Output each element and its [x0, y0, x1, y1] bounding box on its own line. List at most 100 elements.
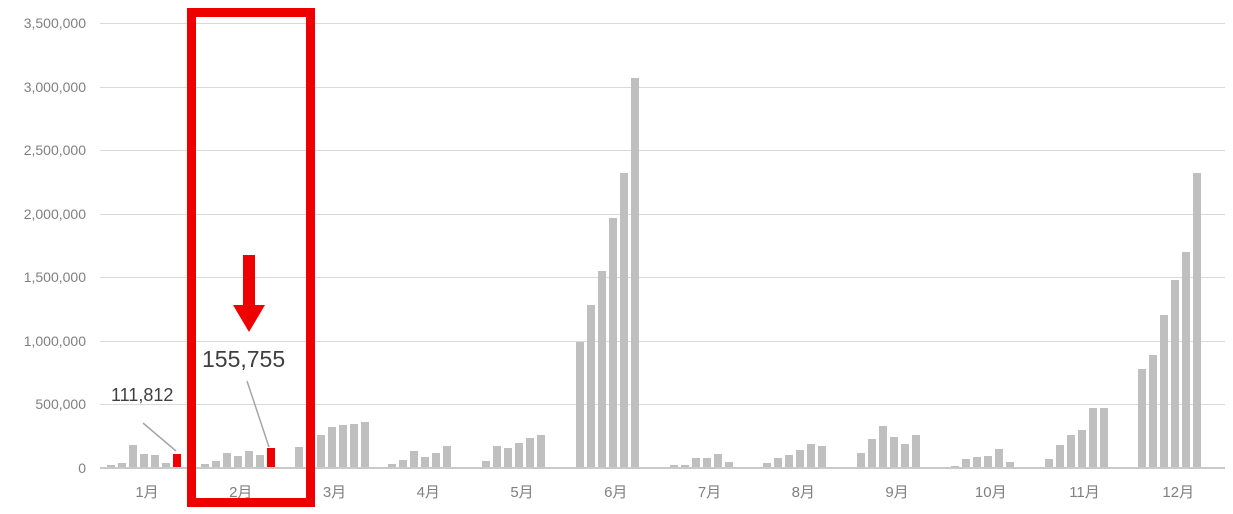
bar-11月-4	[1077, 429, 1086, 468]
x-tick-label-1月: 1月	[135, 484, 159, 501]
x-tick-label-3月: 3月	[322, 484, 347, 501]
bar-2月-6	[255, 455, 264, 468]
bar-4月-6	[443, 445, 452, 468]
gridline	[100, 277, 1225, 279]
data-label-jan: 111,812	[111, 385, 174, 405]
bar-8月-2	[774, 457, 783, 468]
x-tick-label-8月: 8月	[791, 484, 815, 501]
x-tick-label-7月: 7月	[697, 484, 722, 501]
bar-6月-1	[575, 342, 584, 468]
bar-4月-1	[388, 464, 397, 468]
y-tick-label: 0	[78, 460, 86, 476]
leader-line-jan	[142, 422, 177, 452]
y-tick-label: 3,500,000	[23, 15, 86, 31]
y-tick-label: 1,500,000	[23, 269, 86, 286]
x-tick-label-5月: 5月	[510, 484, 534, 501]
bar-6月-2	[586, 305, 595, 468]
bar-10月-6	[1005, 461, 1014, 468]
bar-4月-4	[421, 456, 430, 468]
bar-2月-2	[211, 461, 220, 468]
x-tick-label-9月: 9月	[885, 484, 909, 501]
gridline	[100, 213, 1225, 215]
bar-8月-6	[818, 445, 827, 468]
bar-2月-1	[200, 464, 209, 468]
bar-1月-6	[162, 462, 170, 468]
bar-8月-3	[785, 455, 794, 468]
bar-1月-5	[151, 454, 159, 468]
y-tick-label: 1,000,000	[23, 332, 86, 349]
x-tick-label-2月: 2月	[229, 484, 253, 501]
bar-12月-2	[1149, 354, 1158, 468]
bar-5月-3	[504, 447, 512, 468]
x-tick-label-10月: 10月	[974, 484, 1007, 501]
bar-7月-5	[713, 454, 722, 468]
gridline	[100, 340, 1225, 342]
bar-4月-2	[399, 460, 408, 468]
bar-6月-5	[619, 173, 628, 468]
bar-3月-5	[338, 424, 347, 468]
bar-8月-5	[807, 443, 816, 468]
highlight-rectangle	[187, 8, 315, 507]
bar-3月-1	[294, 447, 303, 468]
bar-12月-3	[1160, 315, 1169, 468]
x-tick-label-6月: 6月	[604, 484, 628, 501]
bar-5月-2	[493, 445, 501, 468]
highlight-bar-1月-7	[173, 453, 181, 468]
bar-5月-6	[537, 435, 545, 468]
gridline	[100, 404, 1225, 406]
bar-1月-4	[140, 454, 148, 468]
gridline	[100, 86, 1225, 88]
bar-1月-2	[118, 463, 126, 468]
bar-6月-3	[597, 270, 606, 468]
x-axis-line	[100, 467, 1225, 469]
bar-8月-1	[763, 463, 772, 468]
bar-7月-4	[702, 458, 711, 468]
down-arrow-head	[233, 305, 265, 332]
bar-3月-6	[349, 423, 358, 468]
bar-7月-6	[724, 462, 733, 468]
bar-12月-4	[1171, 279, 1180, 468]
bar-3月-4	[327, 426, 336, 468]
y-tick-label: 2,000,000	[23, 205, 86, 222]
bar-6月-6	[630, 77, 639, 468]
bar-10月-5	[994, 449, 1003, 468]
gridline	[100, 150, 1225, 152]
bar-6月-4	[608, 217, 617, 468]
bar-12月-5	[1182, 251, 1191, 468]
bar-10月-2	[961, 459, 970, 468]
x-tick-label-11月: 11月	[1069, 484, 1100, 501]
x-tick-label-4月: 4月	[416, 484, 440, 501]
bar-9月-6	[912, 435, 920, 468]
bar-4月-5	[432, 452, 441, 468]
bar-5月-5	[526, 437, 534, 468]
y-tick-label: 2,500,000	[23, 142, 86, 159]
bar-11月-1	[1044, 459, 1053, 468]
bar-7月-1	[669, 464, 678, 468]
down-arrow-shaft	[243, 255, 255, 305]
bar-5月-4	[515, 443, 523, 468]
bar-9月-3	[879, 425, 887, 468]
bar-11月-6	[1099, 408, 1108, 468]
bar-11月-5	[1088, 408, 1097, 468]
bar-12月-6	[1193, 173, 1202, 468]
bar-10月-4	[983, 455, 992, 468]
bar-9月-1	[857, 453, 865, 468]
bar-2月-4	[233, 456, 242, 468]
bar-1月-3	[129, 445, 137, 468]
x-tick-label-12月: 12月	[1162, 484, 1195, 501]
bar-10月-3	[972, 457, 981, 468]
bar-9月-4	[890, 436, 898, 468]
bar-5月-1	[482, 460, 490, 468]
bar-11月-2	[1055, 445, 1064, 468]
bar-2月-3	[222, 453, 231, 468]
bar-4月-3	[410, 451, 419, 468]
bar-1月-1	[107, 465, 115, 468]
bar-9月-5	[901, 443, 909, 468]
bar-7月-3	[691, 458, 700, 468]
y-tick-label: 500,000	[35, 396, 86, 413]
y-tick-label: 3,000,000	[23, 78, 86, 95]
bar-11月-3	[1066, 435, 1075, 468]
highlight-bar-2月-7	[266, 448, 275, 468]
bar-12月-1	[1138, 368, 1147, 468]
